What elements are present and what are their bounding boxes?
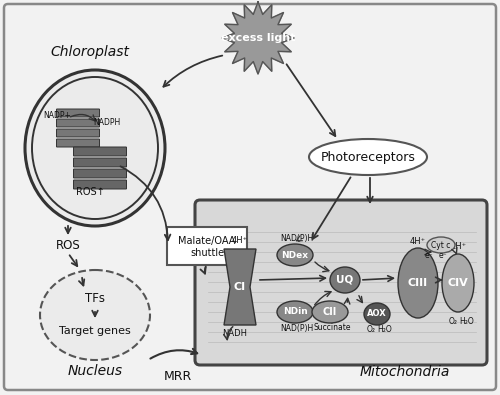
Text: UQ: UQ [336, 275, 353, 285]
Text: Mitochondria: Mitochondria [360, 365, 450, 379]
Text: NDex: NDex [282, 250, 308, 260]
Ellipse shape [442, 254, 474, 312]
Ellipse shape [277, 301, 313, 323]
Text: ROS↑: ROS↑ [76, 187, 104, 197]
FancyBboxPatch shape [74, 158, 126, 167]
Text: NADP+: NADP+ [43, 111, 71, 120]
Text: e⁻: e⁻ [438, 250, 448, 260]
Text: O₂: O₂ [366, 325, 376, 335]
Text: H₂O: H₂O [460, 316, 474, 325]
Ellipse shape [398, 248, 438, 318]
FancyBboxPatch shape [56, 129, 100, 137]
FancyBboxPatch shape [167, 227, 247, 265]
FancyBboxPatch shape [4, 4, 496, 390]
Text: excess light: excess light [221, 33, 295, 43]
FancyBboxPatch shape [56, 119, 100, 127]
Text: NAD(P)H: NAD(P)H [280, 324, 314, 333]
Text: NDin: NDin [282, 307, 308, 316]
Text: Photoreceptors: Photoreceptors [320, 150, 416, 164]
Text: CIV: CIV [448, 278, 468, 288]
FancyBboxPatch shape [74, 147, 126, 156]
Text: Target genes: Target genes [59, 326, 131, 336]
Text: NADPH: NADPH [94, 117, 120, 126]
FancyBboxPatch shape [74, 169, 126, 178]
Text: e⁻: e⁻ [424, 250, 434, 260]
Ellipse shape [277, 244, 313, 266]
Ellipse shape [312, 301, 348, 323]
Text: CIII: CIII [408, 278, 428, 288]
Text: Chloroplast: Chloroplast [50, 45, 130, 59]
Ellipse shape [32, 77, 158, 219]
Text: Malate/OAA: Malate/OAA [178, 236, 236, 246]
Text: 2H⁺: 2H⁺ [450, 241, 466, 250]
FancyBboxPatch shape [56, 139, 100, 147]
Text: NADH: NADH [222, 329, 248, 339]
Polygon shape [222, 2, 294, 74]
Text: NAD(P)H: NAD(P)H [280, 233, 314, 243]
Text: O₂: O₂ [448, 316, 458, 325]
Ellipse shape [330, 267, 360, 293]
FancyBboxPatch shape [74, 180, 126, 189]
Ellipse shape [364, 303, 390, 325]
Text: TFs: TFs [85, 293, 105, 305]
Text: H₂O: H₂O [378, 325, 392, 335]
Text: ROS: ROS [56, 239, 80, 252]
Polygon shape [224, 249, 256, 325]
Ellipse shape [40, 270, 150, 360]
FancyBboxPatch shape [56, 109, 100, 117]
Text: MRR: MRR [164, 369, 192, 382]
Text: shuttle: shuttle [190, 248, 224, 258]
Ellipse shape [25, 70, 165, 226]
Text: CII: CII [323, 307, 337, 317]
Ellipse shape [427, 237, 455, 253]
Text: Succinate: Succinate [313, 324, 351, 333]
Text: 4H⁺: 4H⁺ [232, 235, 248, 245]
Ellipse shape [309, 139, 427, 175]
Text: CI: CI [234, 282, 246, 292]
Text: Nucleus: Nucleus [68, 364, 122, 378]
FancyBboxPatch shape [195, 200, 487, 365]
Text: AOX: AOX [367, 310, 387, 318]
Text: 4H⁺: 4H⁺ [410, 237, 426, 246]
Text: Cyt c: Cyt c [432, 241, 450, 250]
